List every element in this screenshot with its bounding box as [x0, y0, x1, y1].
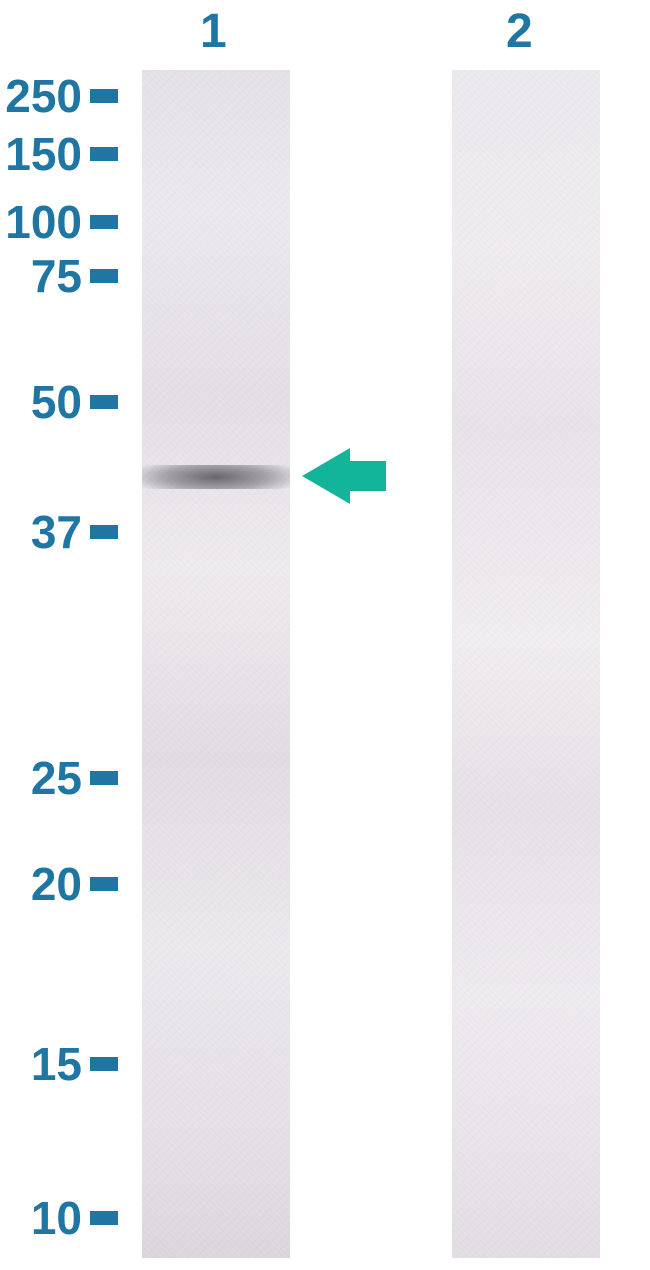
- marker-tick-icon: [90, 89, 118, 103]
- lane-2-bg: [452, 70, 600, 1258]
- marker-row-250: 250: [0, 81, 118, 111]
- marker-tick-icon: [90, 395, 118, 409]
- lane-1-bg: [142, 70, 290, 1258]
- marker-value: 150: [0, 127, 90, 181]
- marker-value: 250: [0, 69, 90, 123]
- marker-value: 100: [0, 195, 90, 249]
- marker-row-150: 150: [0, 139, 118, 169]
- arrow-tail-icon: [350, 461, 386, 491]
- marker-tick-icon: [90, 771, 118, 785]
- lane-1-label: 1: [200, 4, 227, 59]
- lane-2-noise: [452, 70, 600, 1258]
- marker-value: 25: [0, 751, 90, 805]
- marker-row-37: 37: [0, 517, 118, 547]
- marker-value: 37: [0, 505, 90, 559]
- marker-row-75: 75: [0, 261, 118, 291]
- marker-value: 75: [0, 249, 90, 303]
- lane-1-label-text: 1: [200, 5, 227, 58]
- lane-2-label-text: 2: [506, 5, 533, 58]
- marker-value: 10: [0, 1191, 90, 1245]
- lane-2-label: 2: [506, 4, 533, 59]
- marker-row-10: 10: [0, 1203, 118, 1233]
- marker-row-100: 100: [0, 207, 118, 237]
- marker-row-20: 20: [0, 869, 118, 899]
- marker-row-25: 25: [0, 763, 118, 793]
- marker-value: 50: [0, 375, 90, 429]
- marker-tick-icon: [90, 1211, 118, 1225]
- marker-value: 15: [0, 1037, 90, 1091]
- marker-tick-icon: [90, 269, 118, 283]
- lane-2: [452, 70, 600, 1258]
- marker-tick-icon: [90, 215, 118, 229]
- marker-tick-icon: [90, 877, 118, 891]
- lane-1-noise: [142, 70, 290, 1258]
- arrow-head-icon: [302, 448, 350, 504]
- protein-band: [142, 465, 290, 489]
- band-arrow: [302, 448, 386, 504]
- marker-value: 20: [0, 857, 90, 911]
- blot-container: 1 2 25015010075503725201510: [0, 0, 650, 1270]
- marker-tick-icon: [90, 147, 118, 161]
- lane-1: [142, 70, 290, 1258]
- marker-row-50: 50: [0, 387, 118, 417]
- marker-tick-icon: [90, 525, 118, 539]
- marker-row-15: 15: [0, 1049, 118, 1079]
- marker-tick-icon: [90, 1057, 118, 1071]
